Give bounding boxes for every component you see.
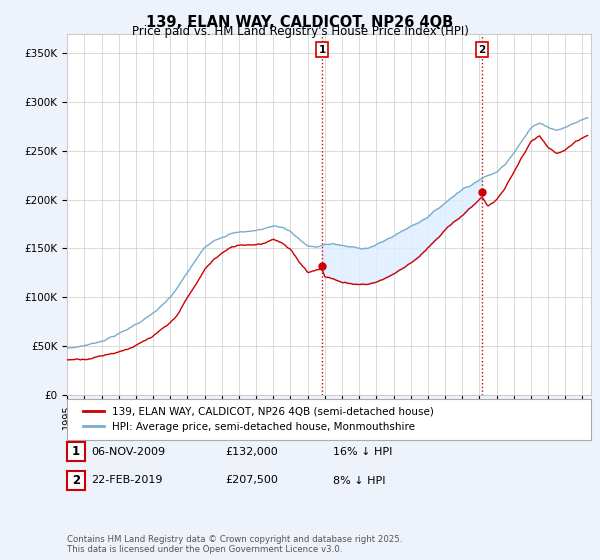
Text: 8% ↓ HPI: 8% ↓ HPI: [333, 475, 386, 486]
Text: Price paid vs. HM Land Registry's House Price Index (HPI): Price paid vs. HM Land Registry's House …: [131, 25, 469, 38]
Text: 1: 1: [319, 45, 326, 55]
Text: 1: 1: [72, 445, 80, 459]
Text: £207,500: £207,500: [225, 475, 278, 486]
Legend: 139, ELAN WAY, CALDICOT, NP26 4QB (semi-detached house), HPI: Average price, sem: 139, ELAN WAY, CALDICOT, NP26 4QB (semi-…: [77, 402, 439, 437]
Text: Contains HM Land Registry data © Crown copyright and database right 2025.
This d: Contains HM Land Registry data © Crown c…: [67, 535, 403, 554]
Text: £132,000: £132,000: [225, 447, 278, 457]
Text: 2: 2: [478, 45, 485, 55]
Text: 2: 2: [72, 474, 80, 487]
Text: 06-NOV-2009: 06-NOV-2009: [91, 447, 166, 457]
Text: 16% ↓ HPI: 16% ↓ HPI: [333, 447, 392, 457]
Text: 22-FEB-2019: 22-FEB-2019: [91, 475, 163, 486]
Text: 139, ELAN WAY, CALDICOT, NP26 4QB: 139, ELAN WAY, CALDICOT, NP26 4QB: [146, 15, 454, 30]
